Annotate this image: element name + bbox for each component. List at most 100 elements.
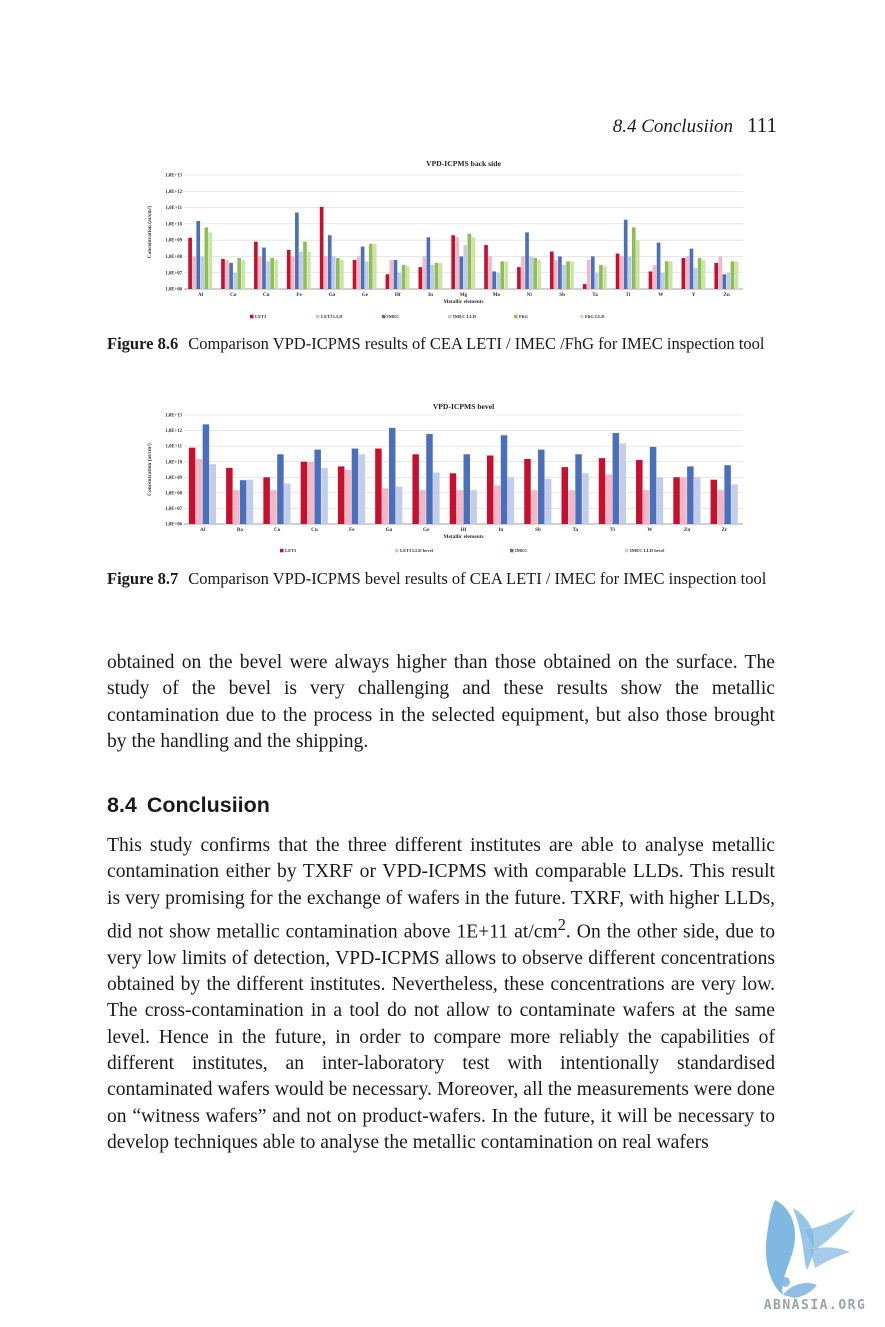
bar bbox=[331, 256, 336, 289]
bar bbox=[195, 458, 203, 524]
bar bbox=[274, 260, 278, 289]
bar bbox=[493, 485, 501, 524]
y-tick-label: 1,0E+06 bbox=[165, 288, 182, 293]
bar bbox=[418, 267, 423, 289]
caption-label: Figure 8.6 bbox=[107, 334, 179, 353]
x-tick-label: Ta bbox=[573, 527, 579, 533]
x-tick-label: W bbox=[647, 527, 653, 533]
figure-8-7-chart: VPD-ICPMS bevel 1,0E+06 1,0E+07 1,0E+08 1,0E… bbox=[146, 402, 743, 553]
chart-title: VPD-ICPMS bevel bbox=[433, 402, 494, 411]
bar bbox=[438, 262, 443, 289]
section-number: 8.4 bbox=[107, 793, 137, 817]
bar bbox=[295, 212, 299, 289]
bar bbox=[689, 248, 694, 289]
legend-label: IMEC LLD bevel bbox=[630, 548, 665, 553]
bar bbox=[521, 256, 525, 289]
bar bbox=[731, 484, 738, 524]
bar bbox=[221, 258, 225, 289]
bar bbox=[500, 261, 505, 289]
bar bbox=[389, 260, 394, 289]
bar bbox=[710, 479, 718, 524]
bar bbox=[375, 448, 382, 524]
bar bbox=[246, 479, 254, 524]
bar bbox=[500, 435, 508, 524]
bar bbox=[524, 458, 531, 524]
bar bbox=[529, 256, 533, 289]
caption-text: Comparison VPD-ICPMS bevel results of CE… bbox=[188, 569, 767, 588]
bar bbox=[636, 459, 643, 524]
bar bbox=[188, 447, 196, 524]
conclusion-paragraph: This study confirms that the three diffe… bbox=[107, 833, 775, 1156]
bar bbox=[627, 256, 632, 289]
bar bbox=[680, 477, 687, 524]
section-heading: 8.4 Conclusiion bbox=[107, 793, 270, 818]
bar bbox=[531, 490, 538, 524]
bar bbox=[459, 256, 464, 289]
bar bbox=[323, 256, 328, 289]
bar bbox=[561, 467, 569, 524]
bar bbox=[233, 272, 237, 289]
x-tick-label: In bbox=[498, 527, 503, 533]
bar bbox=[605, 474, 613, 524]
bar bbox=[652, 264, 657, 289]
bar bbox=[615, 253, 620, 289]
bar bbox=[714, 262, 719, 289]
bar bbox=[262, 247, 266, 289]
bar bbox=[582, 284, 587, 289]
bar bbox=[456, 490, 464, 524]
bar bbox=[549, 251, 554, 289]
bar bbox=[303, 241, 307, 289]
legend-label: IMEC bbox=[515, 548, 528, 553]
bar bbox=[364, 261, 369, 289]
bar bbox=[419, 490, 426, 524]
bar bbox=[586, 260, 591, 289]
bar bbox=[209, 464, 217, 524]
legend-swatch bbox=[514, 314, 518, 319]
bar bbox=[412, 454, 419, 524]
y-tick-label: 1,0E+10 bbox=[165, 222, 182, 227]
bar bbox=[636, 240, 640, 289]
bar bbox=[507, 477, 515, 524]
bar bbox=[724, 465, 731, 524]
running-head: 8.4 Conclusiion 111 bbox=[613, 113, 777, 138]
x-tick-label: Ti bbox=[610, 527, 615, 533]
x-tick-label: Sb bbox=[559, 292, 565, 298]
bar bbox=[660, 272, 665, 289]
bar bbox=[319, 206, 324, 289]
bar bbox=[229, 262, 233, 289]
watermark-logo: ABNASIA.ORG bbox=[764, 1200, 867, 1313]
bar bbox=[321, 467, 328, 524]
bar bbox=[284, 483, 291, 524]
bar bbox=[451, 235, 455, 289]
bar bbox=[368, 243, 373, 289]
bar bbox=[598, 458, 606, 524]
bar bbox=[590, 256, 595, 289]
legend-label: LETI LLD bbox=[321, 314, 343, 319]
bar bbox=[208, 232, 213, 289]
x-tick-label: Ti bbox=[626, 292, 631, 298]
bar bbox=[470, 490, 477, 524]
x-tick-label: Hf bbox=[395, 292, 401, 298]
bar bbox=[687, 466, 694, 524]
bar bbox=[697, 258, 702, 289]
watermark-text: ABNASIA.ORG bbox=[764, 1298, 867, 1313]
y-tick-label: 1,0E+08 bbox=[165, 255, 182, 260]
bar bbox=[619, 256, 624, 289]
figure-8-6-caption: Figure 8.6 Comparison VPD-ICPMS results o… bbox=[107, 333, 775, 354]
bar bbox=[484, 245, 488, 289]
bar bbox=[693, 477, 701, 524]
bar bbox=[488, 256, 492, 289]
x-tick-label: Al bbox=[198, 292, 204, 298]
bar bbox=[395, 486, 403, 524]
bar bbox=[263, 477, 270, 524]
x-tick-label: Y bbox=[692, 292, 696, 298]
bar bbox=[393, 260, 398, 289]
x-tick-label: Fe bbox=[349, 527, 355, 533]
legend-swatch bbox=[250, 314, 254, 319]
bar bbox=[358, 454, 366, 524]
bar bbox=[619, 443, 626, 524]
bar bbox=[433, 472, 440, 524]
y-tick-label: 1,0E+07 bbox=[165, 271, 182, 276]
legend-swatch bbox=[382, 314, 386, 319]
y-tick-label: 1,0E+06 bbox=[165, 523, 182, 528]
